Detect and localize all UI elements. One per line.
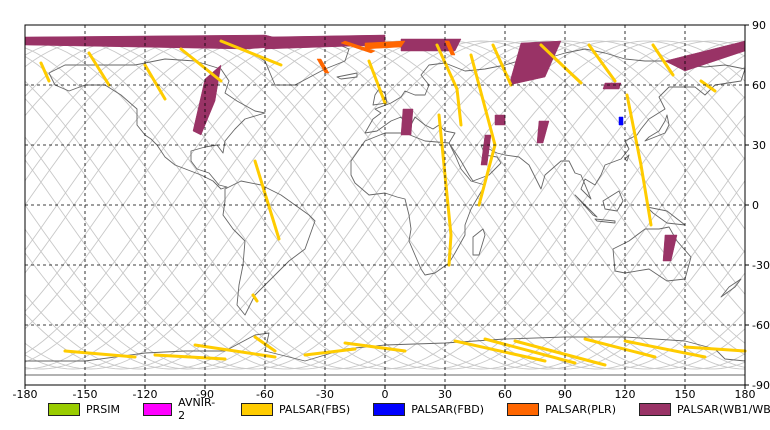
coastline xyxy=(472,228,486,256)
x-tick-label: 30 xyxy=(438,388,452,400)
y-tick-label: 60 xyxy=(752,79,766,92)
swath-line xyxy=(683,345,747,353)
legend-item: AVNIR-2 xyxy=(143,396,218,422)
legend-label: PALSAR(FBD) xyxy=(411,402,485,416)
y-tick-label: 0 xyxy=(752,199,759,212)
swath-polygon xyxy=(316,58,330,74)
x-tick-label: -120 xyxy=(133,388,158,400)
coastline xyxy=(574,194,598,218)
x-tick-labels: -180 -150 -120 -90 -60 -30 0 30 60 90 120 150 180 xyxy=(13,388,756,400)
x-tick-label: 0 xyxy=(382,388,389,400)
legend-label: PALSAR(FBS) xyxy=(279,402,351,416)
swath-line xyxy=(699,79,717,93)
swath-line xyxy=(435,43,463,127)
swath-polygon xyxy=(618,116,624,126)
x-tick-label: 120 xyxy=(615,388,636,400)
legend-swatch xyxy=(48,402,80,416)
swath-polygon xyxy=(400,108,414,136)
swath-line xyxy=(193,343,277,359)
swath-polygon xyxy=(494,114,506,126)
coastline xyxy=(720,278,742,298)
swath-line xyxy=(491,43,513,87)
coverage-map: -180 -150 -120 -90 -60 -30 0 30 60 90 120 150 180 90… xyxy=(13,19,770,400)
legend-item: PALSAR(PLR) xyxy=(507,402,616,416)
legend-item: PALSAR(WB1/WB2) xyxy=(639,402,770,416)
swath-line xyxy=(251,293,259,303)
legend-item: PALSAR(FBS) xyxy=(241,402,351,416)
map-frame xyxy=(24,24,746,386)
coastlines xyxy=(24,38,746,376)
x-tick-label: 60 xyxy=(498,388,512,400)
legend-swatch xyxy=(373,402,406,416)
legend-item: PALSAR(FBD) xyxy=(373,402,485,416)
x-tick-label: -150 xyxy=(73,388,98,400)
swath-line xyxy=(583,337,657,359)
legend-swatch xyxy=(639,402,671,416)
x-tick-label: -60 xyxy=(256,388,274,400)
swath-polygon xyxy=(536,120,550,144)
x-tick-label: 90 xyxy=(558,388,572,400)
legend-swatch xyxy=(241,402,273,416)
swath-line xyxy=(539,43,583,85)
swath-polygon xyxy=(192,64,222,136)
legend-swatch xyxy=(143,402,173,416)
swath-line xyxy=(39,61,51,83)
legend-swatch xyxy=(507,402,540,416)
legend-item: PRSIM xyxy=(48,402,120,416)
coastline xyxy=(336,72,358,80)
coastline xyxy=(364,48,746,200)
y-tick-label: -90 xyxy=(752,379,770,392)
legend-label: PALSAR(PLR) xyxy=(545,402,616,416)
legend-label: PRSIM xyxy=(86,402,120,416)
swath-line xyxy=(143,63,167,101)
swath-line xyxy=(87,51,111,87)
swath-polygon xyxy=(480,134,492,166)
x-tick-label: 150 xyxy=(675,388,696,400)
swath-line xyxy=(219,39,283,67)
swath-line xyxy=(625,93,653,227)
swath-line xyxy=(587,43,617,83)
swath-polygon xyxy=(444,40,456,56)
swath-line xyxy=(453,339,547,363)
y-tick-label: -60 xyxy=(752,319,770,332)
x-tick-label: -180 xyxy=(13,388,38,400)
swath-line xyxy=(63,349,137,359)
swath-polygon xyxy=(340,40,376,54)
coastline xyxy=(602,190,624,212)
coastline xyxy=(350,132,486,276)
swath-line xyxy=(483,337,577,365)
swath-polygon xyxy=(662,234,678,262)
swath-polygon xyxy=(602,82,622,90)
swath-line xyxy=(343,341,407,353)
swath-line xyxy=(153,353,227,361)
swath-line xyxy=(367,59,387,105)
swath-polygon xyxy=(24,34,306,50)
x-tick-label: 180 xyxy=(735,388,756,400)
y-tick-label: -30 xyxy=(752,259,770,272)
swath-line xyxy=(179,47,223,83)
legend-label: PALSAR(WB1/WB2) xyxy=(677,402,770,416)
coastline xyxy=(222,180,316,316)
x-tick-label: -30 xyxy=(316,388,334,400)
y-tick-labels: 90 60 30 0 -30 -60 -90 xyxy=(752,19,770,392)
coastline xyxy=(644,114,670,142)
coastline xyxy=(594,218,616,224)
swath-polygon xyxy=(508,40,562,86)
swath-line xyxy=(623,339,707,359)
y-tick-label: 90 xyxy=(752,19,766,32)
x-tick-label: -90 xyxy=(196,388,214,400)
coastline xyxy=(624,154,630,162)
swath-line xyxy=(651,43,675,77)
orbit-track xyxy=(24,40,746,370)
swath-line xyxy=(303,347,357,357)
y-tick-label: 30 xyxy=(752,139,766,152)
swath-line xyxy=(437,113,453,267)
swath-line xyxy=(469,53,497,207)
coastline xyxy=(48,58,266,190)
swath-line xyxy=(513,339,607,367)
legend: PRSIM AVNIR-2 PALSAR(FBS) PALSAR(FBD) PALSAR… xyxy=(48,396,770,422)
swath-line xyxy=(253,159,281,241)
coastline xyxy=(646,206,686,226)
legend-label: AVNIR-2 xyxy=(178,396,216,422)
